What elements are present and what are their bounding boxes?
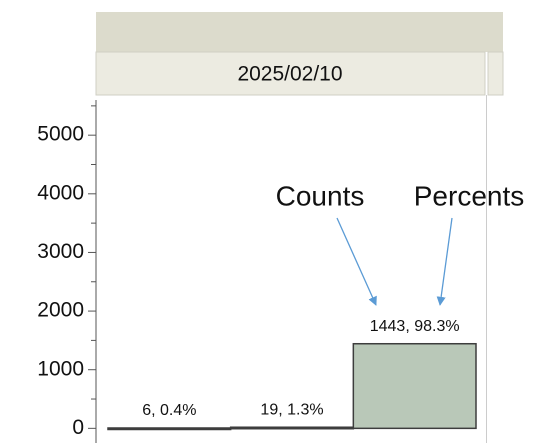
- y-tick-label: 5000: [37, 123, 84, 146]
- y-tick-label: 4000: [37, 181, 84, 204]
- annotation-arrow: [336, 217, 377, 306]
- group-label: 2025/02/10: [237, 63, 342, 86]
- bar: [107, 427, 232, 431]
- y-tick-label: 2000: [37, 299, 84, 322]
- y-tick-label: 0: [72, 416, 84, 439]
- y-tick-label: 1000: [37, 357, 84, 380]
- group-header-next: [487, 51, 504, 96]
- group-header: [95, 51, 486, 96]
- data-label: 19, 1.3%: [260, 401, 323, 418]
- annotation: Counts: [276, 180, 365, 211]
- data-label: 1443, 98.3%: [370, 318, 460, 335]
- bar: [229, 426, 355, 430]
- data-label: 6, 0.4%: [142, 402, 196, 419]
- annotation-arrow: [436, 217, 453, 306]
- y-tick-label: 3000: [37, 240, 84, 263]
- bar: [352, 342, 477, 430]
- header-band: [96, 12, 503, 52]
- annotation: Percents: [414, 180, 525, 211]
